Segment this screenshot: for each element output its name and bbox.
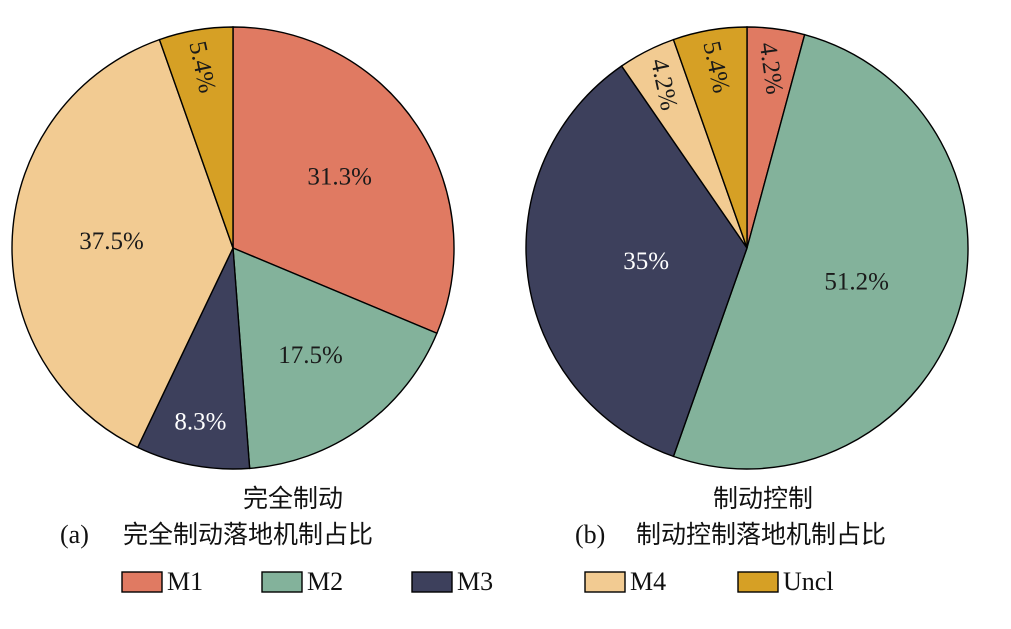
caption-letter: (a): [60, 520, 89, 549]
legend-swatch: [121, 571, 163, 593]
legend-item-m2: M2: [261, 567, 343, 596]
legend-swatch: [737, 571, 779, 593]
chart-caption: 完全制动落地机制占比: [123, 520, 373, 549]
legend-item-m3: M3: [411, 567, 493, 596]
chart-title: 制动控制: [713, 484, 813, 513]
pie-chart-b: 4.2%51.2%35%4.2% 5.4%制动控制(b) 制动控制落地机制占比: [525, 26, 969, 549]
legend-label: Uncl: [783, 567, 834, 596]
legend-item-m4: M4: [584, 567, 666, 596]
pie-slice-m1: [232, 26, 455, 335]
pie-slice-m4: [11, 38, 234, 449]
pie-slice-uncl: [672, 26, 748, 249]
slice-value-label: 8.3%: [174, 408, 226, 435]
pie-slice-uncl: [158, 26, 234, 249]
pie-slice-m2: [672, 33, 969, 470]
slice-value-label: 31.3%: [307, 164, 372, 191]
pie-slice-m2: [232, 246, 438, 470]
chart-title: 完全制动: [243, 484, 343, 513]
legend-swatch: [411, 571, 453, 593]
slice-value-label: 37.5%: [79, 228, 144, 255]
legend-label: M1: [167, 567, 203, 596]
legend-label: M2: [307, 567, 343, 596]
legend-label: M3: [457, 567, 493, 596]
slice-value-label: 51.2%: [824, 269, 889, 296]
pie-slice-m3: [136, 245, 251, 470]
legend-item-m1: M1: [121, 567, 203, 596]
legend-swatch: [584, 571, 626, 593]
legend-label: M4: [630, 567, 666, 596]
legend-item-uncl: Uncl: [737, 567, 834, 596]
legend: M1 M2 M3 M4 Uncl: [121, 567, 834, 596]
chart-caption: 制动控制落地机制占比: [636, 520, 886, 549]
slice-value-label: 17.5%: [278, 342, 343, 369]
slice-value-label: 35%: [623, 248, 669, 275]
legend-swatch: [261, 571, 303, 593]
caption-letter: (b): [575, 520, 605, 549]
pie-chart-a: 31.3%17.5%8.3%37.5%5.4%完全制动(a) 完全制动落地机制占比: [11, 26, 455, 549]
pie-slice-m3: [525, 65, 748, 458]
